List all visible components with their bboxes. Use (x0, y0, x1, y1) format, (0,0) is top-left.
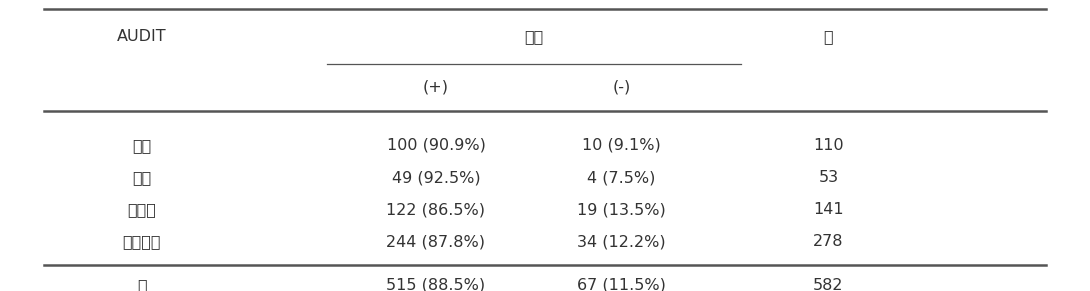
Text: 278: 278 (813, 234, 844, 249)
Text: 110: 110 (813, 138, 844, 153)
Text: 141: 141 (813, 202, 844, 217)
Text: 10 (9.1%): 10 (9.1%) (582, 138, 661, 153)
Text: (+): (+) (423, 80, 449, 95)
Text: 100 (90.9%): 100 (90.9%) (387, 138, 485, 153)
Text: 122 (86.5%): 122 (86.5%) (387, 202, 485, 217)
Text: AUDIT: AUDIT (117, 29, 167, 44)
Text: 위험: 위험 (132, 170, 152, 185)
Text: 항체: 항체 (524, 29, 544, 44)
Text: 34 (12.2%): 34 (12.2%) (577, 234, 666, 249)
Text: 244 (87.8%): 244 (87.8%) (387, 234, 485, 249)
Text: 계: 계 (137, 278, 146, 291)
Text: 4 (7.5%): 4 (7.5%) (588, 170, 655, 185)
Text: 515 (88.5%): 515 (88.5%) (387, 278, 485, 291)
Text: 67 (11.5%): 67 (11.5%) (577, 278, 666, 291)
Text: 53: 53 (819, 170, 838, 185)
Text: 고위험: 고위험 (128, 202, 156, 217)
Text: (-): (-) (613, 80, 630, 95)
Text: 계: 계 (824, 29, 833, 44)
Text: 사용장애: 사용장애 (122, 234, 161, 249)
Text: 49 (92.5%): 49 (92.5%) (391, 170, 481, 185)
Text: 19 (13.5%): 19 (13.5%) (577, 202, 666, 217)
Text: 정상: 정상 (132, 138, 152, 153)
Text: 582: 582 (813, 278, 844, 291)
